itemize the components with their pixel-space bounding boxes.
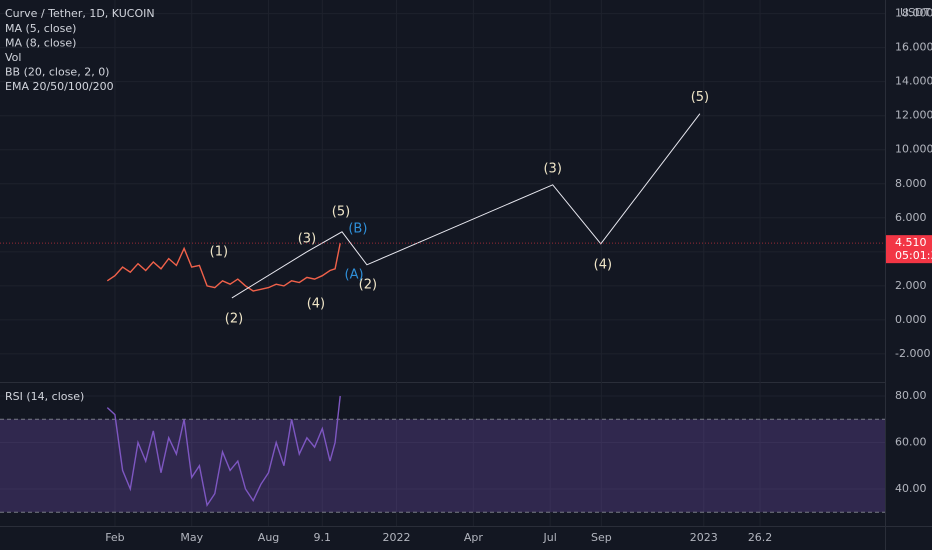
y-tick-label: 10.000 [895,143,932,156]
x-tick-label: Aug [258,531,279,544]
wave-line [231,113,701,299]
symbol-title: Curve / Tether, 1D, KUCOIN [5,7,155,20]
wave-label: (5) [332,204,350,219]
x-tick-label: 2022 [383,531,411,544]
wave-label: (1) [210,244,228,259]
last-price-tag [886,235,932,264]
y-tick-label: 14.000 [895,75,932,88]
wave-label: (2) [359,277,377,292]
y-tick-label: 8.000 [895,177,927,190]
y-tick-label: 12.000 [895,109,932,122]
indicator-label: MA (5, close) [5,22,76,35]
indicator-label: MA (8, close) [5,37,76,50]
wave-label: (4) [307,296,325,311]
y-tick-label: 18.000 [895,7,932,20]
wave-label: (A) [345,267,364,282]
wave-label: (2) [225,311,243,326]
y-tick-label: 2.000 [895,279,927,292]
x-tick-label: Feb [105,531,124,544]
rsi-band [0,419,885,513]
y-tick-label: 16.000 [895,41,932,54]
series-line [106,243,341,292]
x-tick-label: Apr [464,531,484,544]
x-tick-label: 26.2 [748,531,773,544]
y-tick-label: 60.00 [895,435,927,448]
indicator-label: Vol [5,51,21,64]
x-tick-label: 2023 [690,531,718,544]
y-tick-label: -2.000 [895,347,930,360]
indicator-label: BB (20, close, 2, 0) [5,66,109,79]
rsi-title: RSI (14, close) [5,390,84,403]
wave-label: (4) [594,257,612,272]
wave-label: (B) [348,221,367,236]
plot [0,0,885,526]
x-tick-label: 9.1 [314,531,332,544]
wave-label: (3) [543,161,561,176]
unit: USDT [900,6,931,19]
last-price-label: 4.510 [895,236,927,249]
x-tick-label: Jul [543,531,557,544]
series-line [106,395,341,508]
x-tick-label: May [180,531,203,544]
countdown: 05:01:32 [895,249,932,262]
indicator-label: EMA 20/50/100/200 [5,80,114,93]
y-tick-label: 80.00 [895,389,927,402]
y-tick-label: 0.000 [895,313,927,326]
y-tick-label: 6.000 [895,211,927,224]
wave-label: (3) [298,231,316,246]
wave-label: (5) [691,90,709,105]
x-tick-label: Sep [591,531,612,544]
y-tick-label: 40.00 [895,482,927,495]
